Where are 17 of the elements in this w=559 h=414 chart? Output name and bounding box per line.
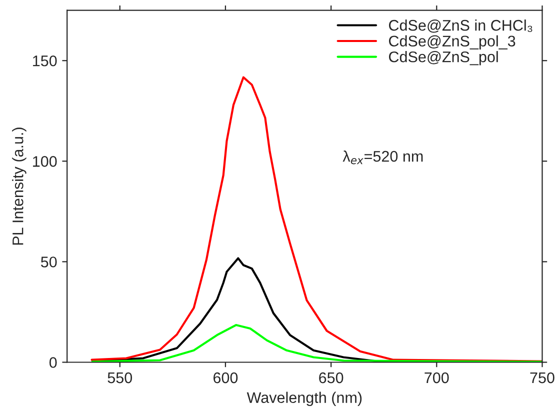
y-tick-label: 150	[33, 55, 57, 66]
legend-label: CdSe@ZnS in CHCl₃	[389, 20, 532, 33]
legend-label: CdSe@ZnS_pol	[389, 51, 498, 66]
x-tick-label: 650	[319, 372, 344, 384]
x-tick-label: 700	[424, 372, 449, 384]
line-series	[90, 76, 542, 362]
y-tick-label: 50	[40, 256, 57, 268]
line-series	[91, 324, 542, 362]
y-tick-label: 100	[33, 156, 57, 167]
y-tick-label: 0	[49, 357, 57, 368]
x-axis-title: Wavelength (nm)	[246, 392, 362, 406]
legend-label: CdSe@ZnS_pol_3	[389, 35, 516, 50]
y-axis-title: PL Intensity (a.u.)	[12, 128, 26, 245]
x-tick-label: 550	[108, 372, 132, 384]
annotation: λ$_{ex}$=520 nm	[342, 150, 423, 164]
x-tick-label: 750	[530, 372, 554, 384]
x-tick-label: 600	[213, 372, 238, 384]
